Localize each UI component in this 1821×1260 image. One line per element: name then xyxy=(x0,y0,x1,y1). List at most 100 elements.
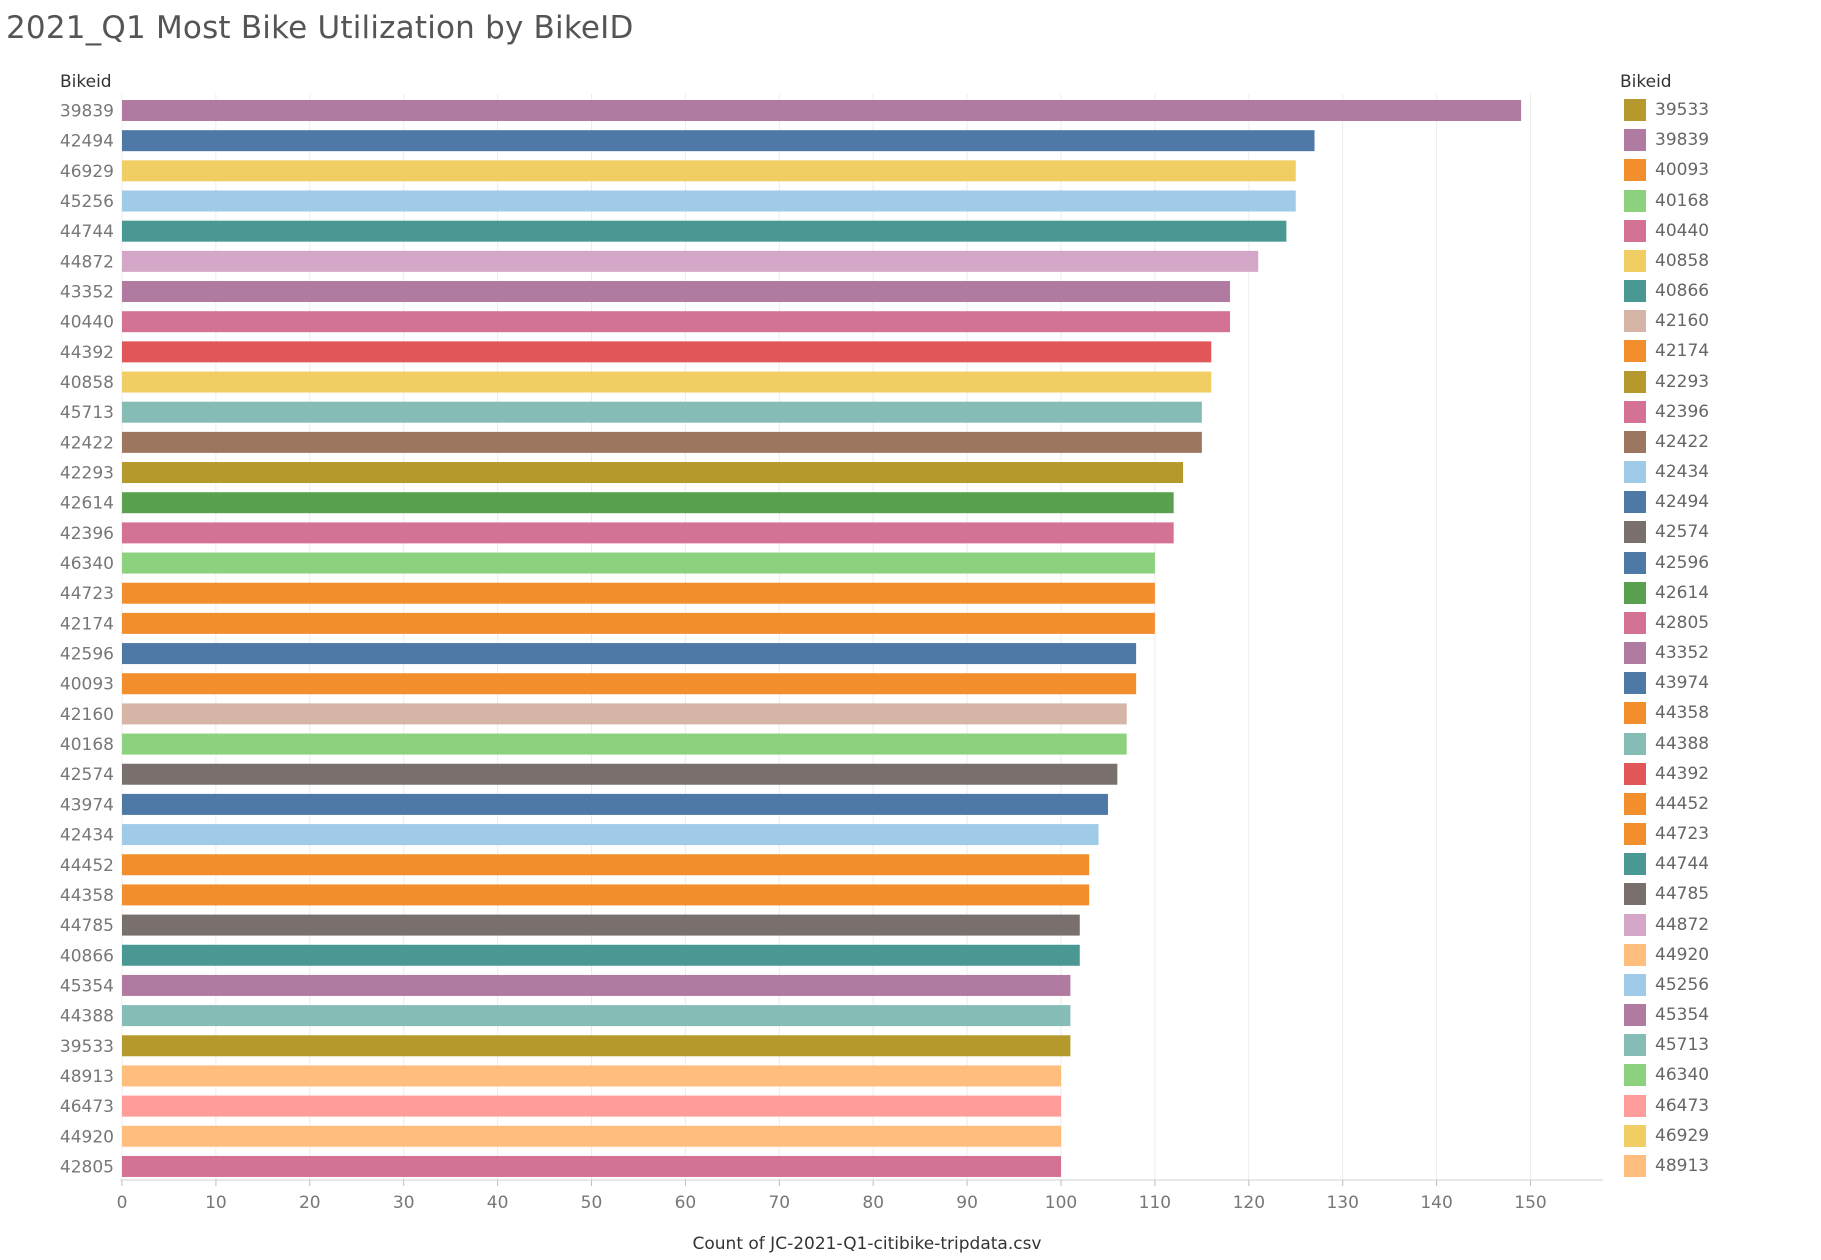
legend-item[interactable]: 45256 xyxy=(1624,973,1709,997)
legend-item[interactable]: 42174 xyxy=(1624,339,1709,363)
legend-item[interactable]: 45713 xyxy=(1624,1033,1709,1057)
legend-swatch xyxy=(1624,883,1646,906)
legend-item[interactable]: 39533 xyxy=(1624,98,1709,122)
bar xyxy=(122,341,1212,363)
row-label: 42574 xyxy=(60,765,114,785)
row-label: 42494 xyxy=(60,132,114,152)
legend-item[interactable]: 46929 xyxy=(1624,1124,1709,1148)
legend-label: 40858 xyxy=(1655,250,1710,271)
row-label: 42396 xyxy=(60,524,114,544)
legend-swatch xyxy=(1624,581,1646,604)
x-tick-label: 20 xyxy=(299,1193,321,1213)
row-label: 48913 xyxy=(60,1067,114,1087)
legend-item[interactable]: 42293 xyxy=(1624,370,1709,394)
row-label: 44785 xyxy=(60,916,114,936)
legend-item[interactable]: 42434 xyxy=(1624,460,1709,484)
legend-label: 39839 xyxy=(1655,130,1710,151)
legend-swatch xyxy=(1624,340,1646,363)
bar xyxy=(122,793,1108,815)
legend-item[interactable]: 42596 xyxy=(1624,551,1709,575)
legend-label: 44452 xyxy=(1655,793,1710,814)
legend-label: 42614 xyxy=(1655,582,1710,603)
row-label: 46340 xyxy=(60,554,114,574)
chart-title: 2021_Q1 Most Bike Utilization by BikeID xyxy=(6,10,634,46)
legend-swatch xyxy=(1624,823,1646,846)
legend-swatch xyxy=(1624,159,1646,182)
legend-item[interactable]: 39839 xyxy=(1624,128,1709,152)
legend-item[interactable]: 42494 xyxy=(1624,490,1709,514)
legend-swatch xyxy=(1624,400,1646,423)
bar xyxy=(122,371,1212,393)
legend-item[interactable]: 40440 xyxy=(1624,219,1709,243)
bar xyxy=(122,100,1522,121)
legend-swatch xyxy=(1624,249,1646,272)
bar xyxy=(122,944,1080,966)
legend-item[interactable]: 42574 xyxy=(1624,520,1709,544)
legend-item[interactable]: 44723 xyxy=(1624,822,1709,846)
legend-swatch xyxy=(1624,792,1646,815)
legend-item[interactable]: 44452 xyxy=(1624,792,1709,816)
legend-swatch xyxy=(1624,611,1646,634)
x-tick-label: 30 xyxy=(393,1193,415,1213)
legend-item[interactable]: 44785 xyxy=(1624,882,1709,906)
row-label: 44388 xyxy=(60,1007,114,1027)
x-tick-label: 40 xyxy=(487,1193,509,1213)
legend-item[interactable]: 44872 xyxy=(1624,913,1709,937)
row-label: 43352 xyxy=(60,283,114,303)
legend-swatch xyxy=(1624,491,1646,514)
x-tick-label: 130 xyxy=(1326,1193,1358,1213)
bar xyxy=(122,1065,1061,1087)
legend-item[interactable]: 44388 xyxy=(1624,732,1709,756)
legend-item[interactable]: 43974 xyxy=(1624,671,1709,695)
legend-item[interactable]: 42422 xyxy=(1624,430,1709,454)
legend-item[interactable]: 40093 xyxy=(1624,158,1709,182)
legend-label: 44785 xyxy=(1655,884,1710,905)
bar xyxy=(122,220,1287,242)
legend-item[interactable]: 46473 xyxy=(1624,1094,1709,1118)
legend-swatch xyxy=(1624,551,1646,574)
legend-item[interactable]: 40866 xyxy=(1624,279,1709,303)
legend-label: 43974 xyxy=(1655,673,1710,694)
bar xyxy=(122,431,1202,453)
legend-item[interactable]: 42396 xyxy=(1624,400,1709,424)
x-tick-label: 70 xyxy=(768,1193,790,1213)
legend-label: 44388 xyxy=(1655,733,1710,754)
legend-label: 40866 xyxy=(1655,281,1710,302)
legend-item[interactable]: 48913 xyxy=(1624,1154,1709,1178)
bar xyxy=(122,1095,1061,1117)
legend-swatch xyxy=(1624,1154,1646,1177)
legend-item[interactable]: 40858 xyxy=(1624,249,1709,273)
legend-item[interactable]: 46340 xyxy=(1624,1063,1709,1087)
legend-item[interactable]: 40168 xyxy=(1624,189,1709,213)
legend-item[interactable]: 44920 xyxy=(1624,943,1709,967)
legend-swatch xyxy=(1624,189,1646,212)
row-label: 44920 xyxy=(60,1127,114,1147)
row-label: 44723 xyxy=(60,584,114,604)
legend-item[interactable]: 42614 xyxy=(1624,581,1709,605)
legend-label: 46473 xyxy=(1655,1095,1710,1116)
bar xyxy=(122,250,1259,272)
legend-item[interactable]: 44392 xyxy=(1624,762,1709,786)
legend-swatch xyxy=(1624,702,1646,725)
legend-swatch xyxy=(1624,1034,1646,1057)
legend-item[interactable]: 42160 xyxy=(1624,309,1709,333)
legend-item[interactable]: 45354 xyxy=(1624,1003,1709,1027)
bar xyxy=(122,884,1090,906)
bar xyxy=(122,462,1184,484)
legend-label: 39533 xyxy=(1655,100,1710,120)
row-label: 42422 xyxy=(60,433,114,453)
legend-label: 42422 xyxy=(1655,431,1710,452)
bar xyxy=(122,643,1137,665)
bar xyxy=(122,1155,1061,1177)
x-tick-label: 10 xyxy=(205,1193,227,1213)
x-axis-label: Count of JC-2021-Q1-citibike-tripdata.cs… xyxy=(692,1234,1042,1254)
legend-swatch xyxy=(1624,642,1646,665)
legend-label: 46340 xyxy=(1655,1065,1710,1086)
row-label: 42434 xyxy=(60,826,114,846)
legend-item[interactable]: 42805 xyxy=(1624,611,1709,635)
row-label: 42805 xyxy=(60,1157,114,1177)
legend-item[interactable]: 44358 xyxy=(1624,701,1709,725)
legend-item[interactable]: 43352 xyxy=(1624,641,1709,665)
legend-item[interactable]: 44744 xyxy=(1624,852,1709,876)
bar xyxy=(122,914,1080,936)
